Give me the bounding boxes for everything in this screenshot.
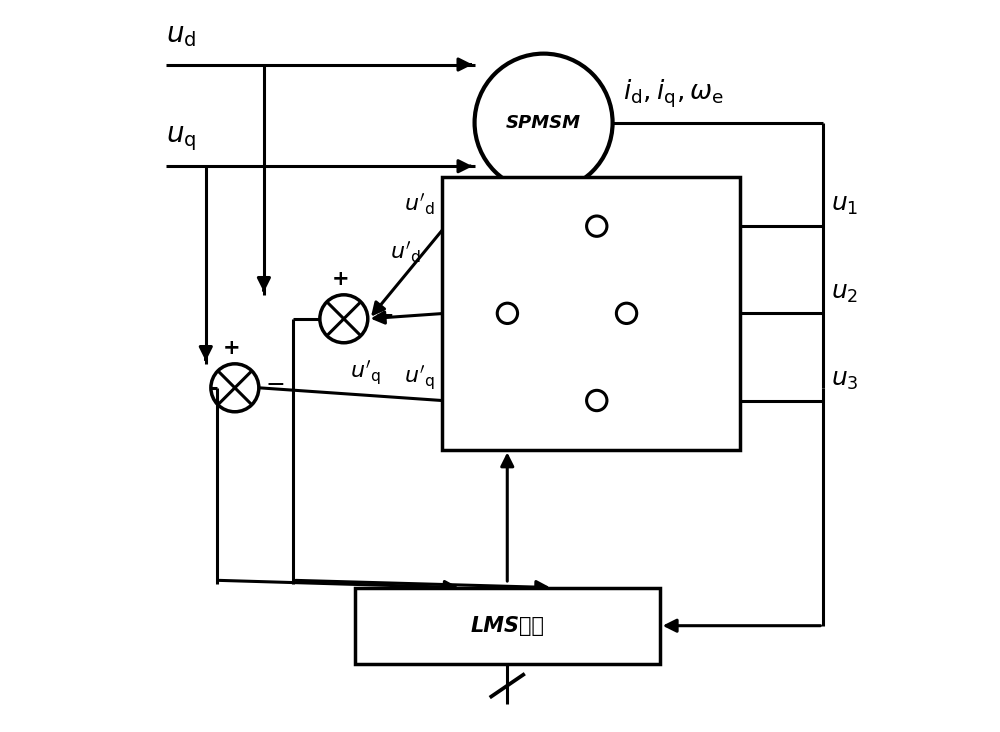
- Text: $u_{3}$: $u_{3}$: [831, 367, 858, 392]
- Text: +: +: [331, 269, 349, 289]
- Text: $u'_{\rm d}$: $u'_{\rm d}$: [404, 193, 435, 217]
- Text: $-$: $-$: [265, 370, 284, 395]
- Text: $u'_{\rm q}$: $u'_{\rm q}$: [404, 364, 435, 392]
- Text: $u_{\rm q}$: $u_{\rm q}$: [166, 124, 196, 153]
- Text: $u_{2}$: $u_{2}$: [831, 280, 858, 305]
- Text: $-$: $-$: [374, 302, 393, 326]
- Text: $u'_{\rm d}$: $u'_{\rm d}$: [390, 240, 420, 265]
- FancyBboxPatch shape: [442, 177, 740, 449]
- Text: $i_{\rm d},i_{\rm q},\omega_{\rm e}$: $i_{\rm d},i_{\rm q},\omega_{\rm e}$: [623, 78, 725, 110]
- Text: LMS算法: LMS算法: [470, 616, 544, 635]
- Text: $u_{\rm d}$: $u_{\rm d}$: [166, 20, 196, 48]
- Text: $u_{1}$: $u_{1}$: [831, 193, 858, 217]
- FancyBboxPatch shape: [355, 588, 660, 664]
- Text: SPMSM: SPMSM: [506, 113, 581, 132]
- Text: $u'_{\rm q}$: $u'_{\rm q}$: [350, 359, 380, 387]
- Text: +: +: [222, 338, 240, 358]
